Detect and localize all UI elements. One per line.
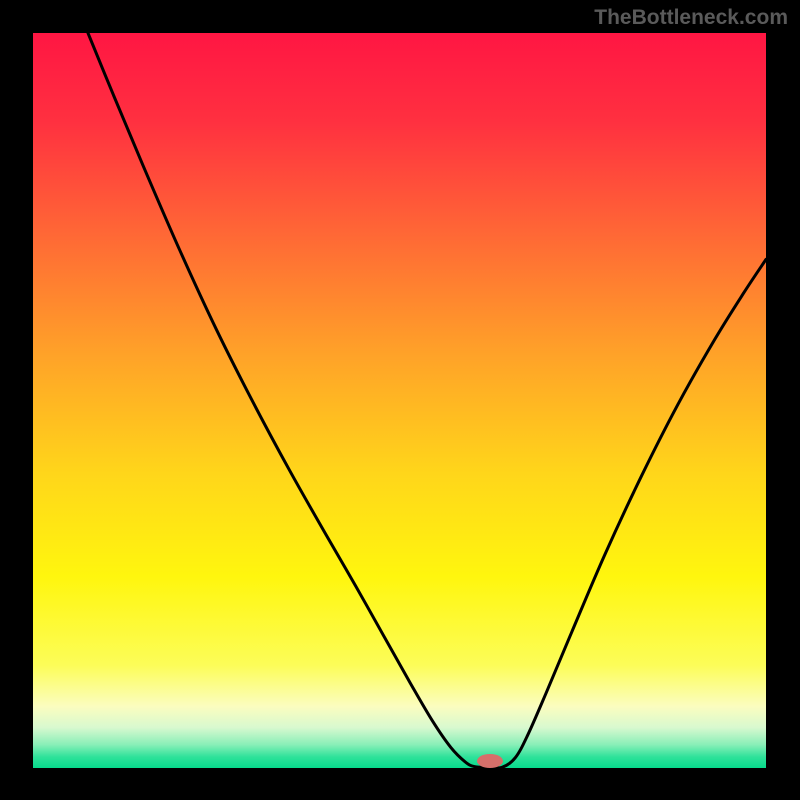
- gradient-curve-plot: [33, 33, 766, 768]
- gradient-background: [33, 33, 766, 768]
- bottleneck-chart: [33, 33, 766, 768]
- optimum-marker: [477, 754, 503, 768]
- watermark-text: TheBottleneck.com: [594, 6, 788, 30]
